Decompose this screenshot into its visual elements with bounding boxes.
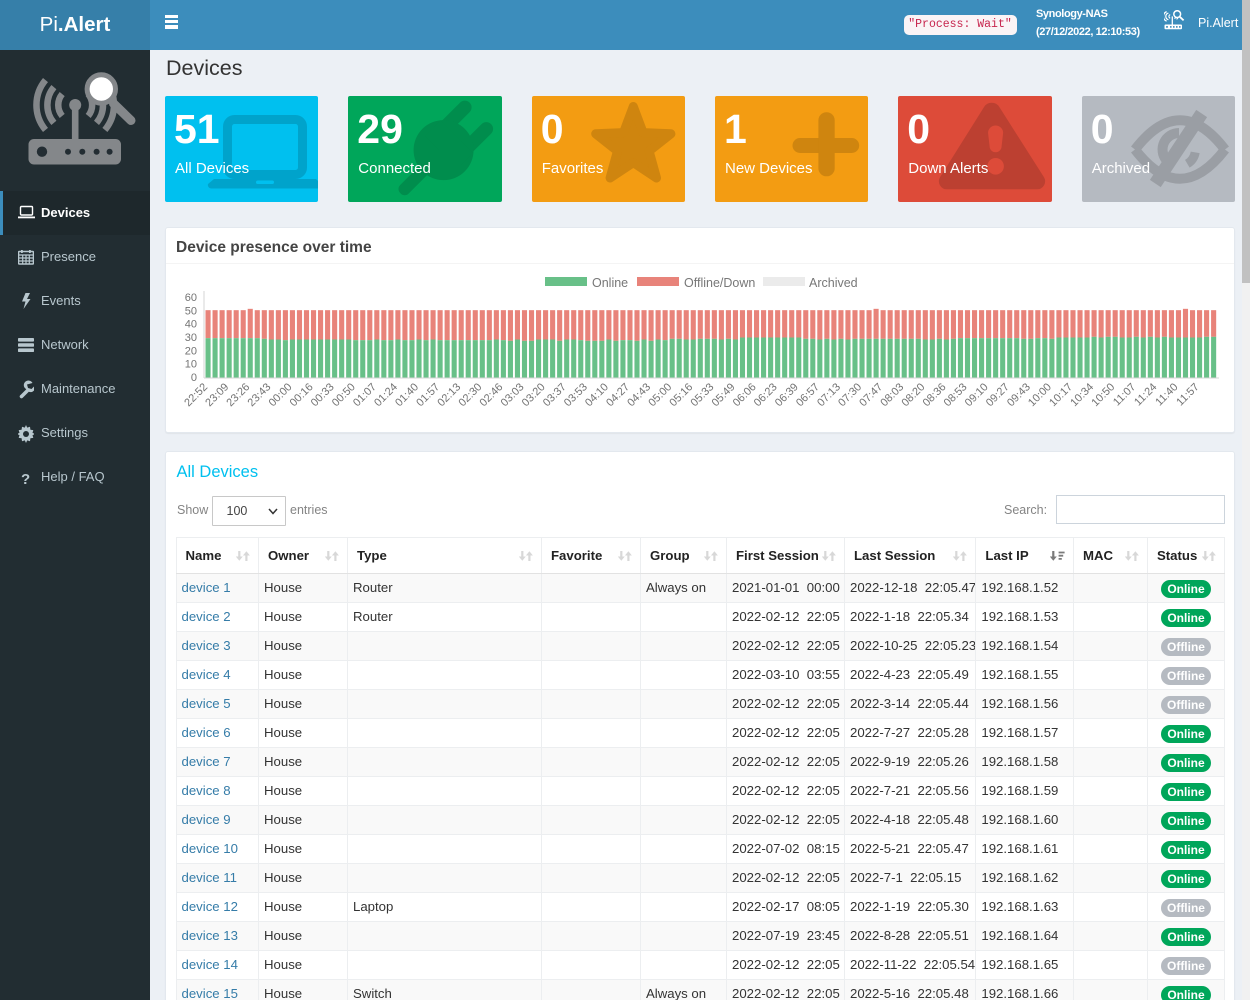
svg-text:10:50: 10:50 — [1089, 381, 1117, 409]
svg-text:06:39: 06:39 — [773, 381, 801, 409]
svg-text:23:09: 23:09 — [203, 381, 231, 409]
svg-text:04:10: 04:10 — [583, 381, 611, 409]
svg-text:10:00: 10:00 — [1026, 381, 1054, 409]
svg-text:11:07: 11:07 — [1111, 381, 1138, 408]
svg-text:00:00: 00:00 — [267, 381, 295, 409]
svg-text:04:43: 04:43 — [625, 381, 653, 409]
svg-text:11:57: 11:57 — [1174, 381, 1201, 408]
svg-text:22:52: 22:52 — [182, 381, 210, 409]
svg-text:01:57: 01:57 — [414, 381, 442, 409]
svg-text:50: 50 — [185, 305, 197, 317]
svg-text:06:23: 06:23 — [752, 381, 780, 409]
svg-text:03:53: 03:53 — [562, 381, 590, 409]
svg-text:?: ? — [21, 471, 30, 488]
svg-text:02:30: 02:30 — [456, 381, 484, 409]
svg-text:00:50: 00:50 — [330, 381, 358, 409]
svg-text:01:40: 01:40 — [393, 381, 421, 409]
svg-text:60: 60 — [185, 292, 197, 304]
svg-text:23:43: 23:43 — [246, 381, 274, 409]
svg-text:10:17: 10:17 — [1047, 381, 1075, 409]
svg-text:02:46: 02:46 — [478, 381, 506, 409]
svg-text:07:13: 07:13 — [815, 381, 843, 409]
svg-text:08:03: 08:03 — [878, 381, 906, 409]
svg-text:08:36: 08:36 — [921, 381, 949, 409]
svg-text:07:30: 07:30 — [836, 381, 864, 409]
svg-text:03:37: 03:37 — [541, 381, 569, 409]
svg-text:04:27: 04:27 — [604, 381, 632, 409]
svg-text:05:33: 05:33 — [689, 381, 717, 409]
svg-text:01:07: 01:07 — [351, 381, 379, 409]
svg-text:30: 30 — [185, 332, 197, 344]
svg-text:09:43: 09:43 — [1005, 381, 1033, 409]
svg-text:00:16: 00:16 — [288, 381, 316, 409]
svg-text:09:27: 09:27 — [984, 381, 1012, 409]
svg-text:11:24: 11:24 — [1132, 381, 1159, 408]
svg-text:06:57: 06:57 — [794, 381, 822, 409]
svg-text:0: 0 — [191, 372, 197, 384]
svg-text:05:16: 05:16 — [667, 381, 695, 409]
svg-text:09:10: 09:10 — [963, 381, 991, 409]
svg-text:10: 10 — [185, 359, 197, 371]
svg-text:10:34: 10:34 — [1068, 381, 1096, 409]
svg-text:02:13: 02:13 — [435, 381, 463, 409]
svg-text:05:49: 05:49 — [710, 381, 738, 409]
svg-text:05:00: 05:00 — [646, 381, 674, 409]
svg-text:03:03: 03:03 — [499, 381, 527, 409]
svg-text:00:33: 00:33 — [309, 381, 337, 409]
svg-text:06:06: 06:06 — [731, 381, 759, 409]
svg-text:08:20: 08:20 — [899, 381, 927, 409]
svg-text:03:20: 03:20 — [520, 381, 548, 409]
svg-text:20: 20 — [185, 345, 197, 357]
svg-text:08:53: 08:53 — [942, 381, 970, 409]
svg-text:01:24: 01:24 — [372, 381, 400, 409]
svg-text:40: 40 — [185, 319, 197, 331]
svg-text:07:47: 07:47 — [857, 381, 885, 409]
svg-text:23:26: 23:26 — [224, 381, 252, 409]
svg-text:11:40: 11:40 — [1153, 381, 1180, 408]
